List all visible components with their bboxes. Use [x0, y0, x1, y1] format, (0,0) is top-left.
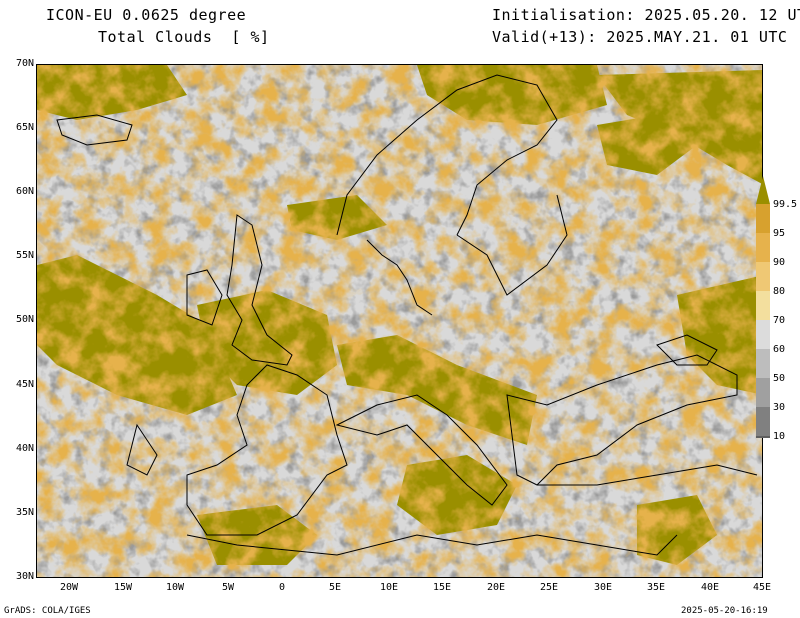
cloud-map-svg [37, 65, 762, 577]
colorbar-label: 99.5 [773, 199, 798, 210]
lat-label: 40N [15, 443, 34, 454]
lon-label: 15W [113, 582, 133, 593]
lon-label: 20E [486, 582, 506, 593]
colorbar-swatches [756, 204, 770, 438]
lat-label: 65N [15, 122, 34, 133]
colorbar-swatch [756, 436, 770, 438]
lon-label: 5E [328, 582, 342, 593]
lon-label: 0 [278, 582, 286, 593]
colorbar-label: 70 [773, 315, 786, 326]
lat-label: 35N [15, 507, 34, 518]
lat-label: 70N [15, 58, 34, 69]
colorbar-swatch [756, 407, 770, 436]
colorbar-swatch [756, 349, 770, 378]
lat-label: 55N [15, 250, 34, 261]
lon-label: 15E [432, 582, 452, 593]
colorbar-label: 30 [773, 402, 786, 413]
colorbar-swatch [756, 204, 770, 233]
colorbar-swatch [756, 320, 770, 349]
lon-label: 25E [539, 582, 559, 593]
colorbar-label: 10 [773, 431, 786, 442]
cloud-texture [37, 65, 762, 577]
lat-label: 45N [15, 379, 34, 390]
lat-label: 50N [15, 314, 34, 325]
render-timestamp: 2025-05-20-16:19 [681, 606, 768, 616]
valid-time: Valid(+13): 2025.MAY.21. 01 UTC [492, 28, 788, 46]
colorbar-label: 80 [773, 286, 786, 297]
init-time: Initialisation: 2025.05.20. 12 UTC [492, 6, 800, 24]
lon-label: 45E [752, 582, 772, 593]
variable-title: Total Clouds [ %] [98, 28, 270, 46]
model-title: ICON-EU 0.0625 degree [46, 6, 247, 24]
lon-label: 40E [700, 582, 720, 593]
coastlines [56, 74, 758, 556]
lon-label: 10W [165, 582, 185, 593]
colorbar-swatch [756, 233, 770, 262]
grads-credit: GrADS: COLA/IGES [4, 606, 91, 616]
colorbar-swatch [756, 378, 770, 407]
colorbar-label: 50 [773, 373, 786, 384]
colorbar [756, 176, 770, 438]
colorbar-swatch [756, 262, 770, 291]
lon-label: 30E [593, 582, 613, 593]
colorbar-label: 90 [773, 257, 786, 268]
lat-label: 30N [15, 571, 34, 582]
lat-label: 60N [15, 186, 34, 197]
lon-label: 20W [59, 582, 79, 593]
lon-label: 5W [221, 582, 235, 593]
lon-label: 35E [646, 582, 666, 593]
lon-label: 10E [379, 582, 399, 593]
colorbar-swatch [756, 291, 770, 320]
colorbar-cap [756, 176, 770, 204]
colorbar-label: 60 [773, 344, 786, 355]
colorbar-label: 95 [773, 228, 786, 239]
cloud-map [36, 64, 763, 578]
